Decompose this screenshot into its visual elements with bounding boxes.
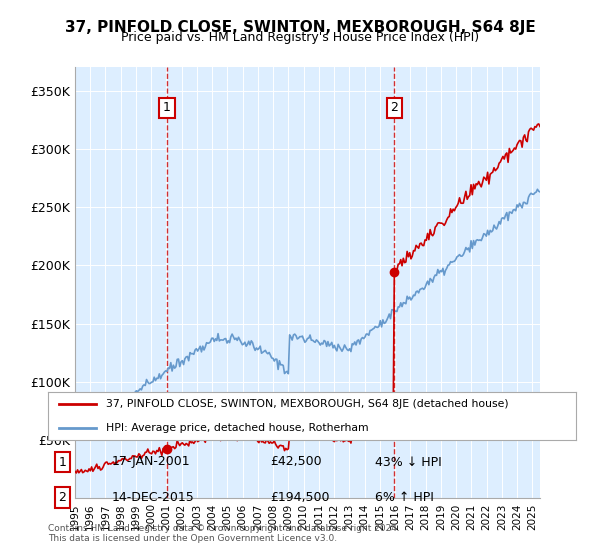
Text: 6% ↑ HPI: 6% ↑ HPI (376, 491, 434, 504)
Text: 2: 2 (391, 101, 398, 114)
Text: £194,500: £194,500 (270, 491, 329, 504)
Text: Price paid vs. HM Land Registry's House Price Index (HPI): Price paid vs. HM Land Registry's House … (121, 31, 479, 44)
Text: 37, PINFOLD CLOSE, SWINTON, MEXBOROUGH, S64 8JE: 37, PINFOLD CLOSE, SWINTON, MEXBOROUGH, … (65, 20, 535, 35)
Text: 2: 2 (59, 491, 67, 504)
Text: 1: 1 (163, 101, 171, 114)
Text: HPI: Average price, detached house, Rotherham: HPI: Average price, detached house, Roth… (106, 423, 369, 433)
Text: £42,500: £42,500 (270, 455, 322, 469)
Text: 37, PINFOLD CLOSE, SWINTON, MEXBOROUGH, S64 8JE (detached house): 37, PINFOLD CLOSE, SWINTON, MEXBOROUGH, … (106, 399, 509, 409)
Text: 1: 1 (59, 455, 67, 469)
Text: 43% ↓ HPI: 43% ↓ HPI (376, 455, 442, 469)
Text: 17-JAN-2001: 17-JAN-2001 (112, 455, 190, 469)
Text: Contains HM Land Registry data © Crown copyright and database right 2024.
This d: Contains HM Land Registry data © Crown c… (48, 524, 400, 543)
Text: 14-DEC-2015: 14-DEC-2015 (112, 491, 194, 504)
